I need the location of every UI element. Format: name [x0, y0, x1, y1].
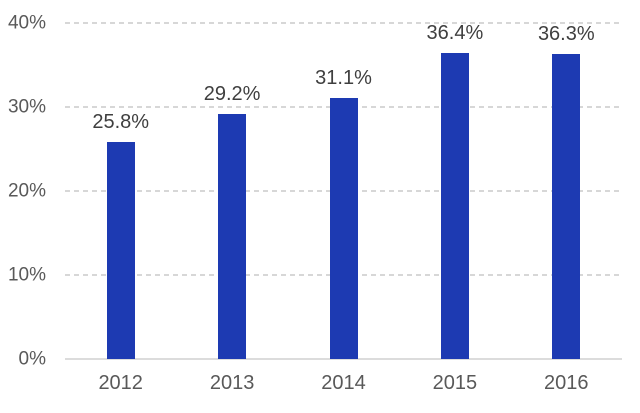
bar: [440, 53, 469, 359]
bar-value-label: 25.8%: [92, 111, 150, 134]
x-axis-tick-label: 2016: [544, 372, 589, 394]
bar-value-label: 36.4%: [426, 22, 484, 45]
bar-value-label: 36.3%: [537, 23, 595, 46]
x-axis-tick-label: 2014: [321, 372, 366, 394]
bar: [329, 97, 358, 359]
x-axis-tick-label: 2015: [432, 372, 478, 394]
y-axis-tick-label: 40%: [7, 12, 46, 34]
y-axis-tick-label: 10%: [7, 264, 46, 286]
bar: [218, 113, 247, 359]
y-axis-tick-label: 20%: [7, 180, 46, 202]
bar-value-label: 29.2%: [203, 82, 261, 105]
bar-value-label: 31.1%: [315, 66, 372, 89]
bar: [106, 142, 135, 359]
y-axis-tick-label: 30%: [7, 96, 46, 118]
x-axis-tick-label: 2013: [209, 372, 255, 394]
x-axis-line: [65, 358, 622, 360]
bar: [552, 54, 581, 359]
x-axis-tick-label: 2012: [98, 372, 143, 394]
y-axis-tick-label: 0%: [18, 348, 46, 370]
gridline: [65, 22, 622, 24]
